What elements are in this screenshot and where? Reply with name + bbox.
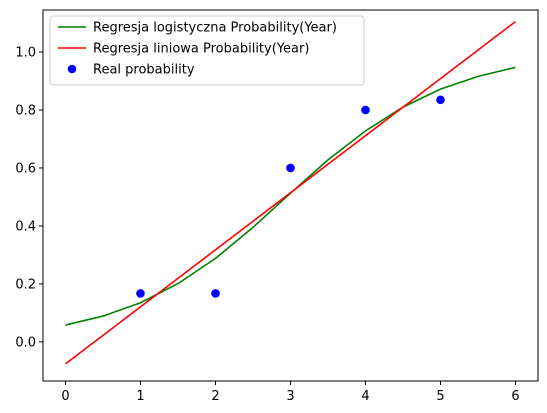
y-axis-ticks: 0.0 0.2 0.4 0.6 0.8 1.0 bbox=[15, 46, 43, 350]
y-tick-label: 1.0 bbox=[15, 46, 36, 61]
scatter-point bbox=[286, 163, 295, 173]
y-tick-label: 0.4 bbox=[15, 219, 36, 234]
x-tick-label: 4 bbox=[361, 389, 369, 404]
y-tick-label: 0.0 bbox=[15, 335, 36, 350]
series-line-0 bbox=[65, 66, 516, 326]
series-line-1 bbox=[65, 20, 516, 365]
x-tick-label: 3 bbox=[286, 389, 294, 404]
x-axis-ticks: 0 1 2 3 4 5 6 bbox=[61, 381, 520, 404]
legend-box bbox=[49, 15, 365, 86]
legend: Regresja logistyczna Probability(Year) Re… bbox=[49, 15, 365, 86]
legend-label: Regresja logistyczna Probability(Year) bbox=[93, 21, 337, 36]
x-tick-label: 0 bbox=[61, 389, 69, 404]
legend-label: Real probability bbox=[93, 63, 195, 78]
y-tick-label: 0.8 bbox=[15, 103, 36, 118]
scatter-point bbox=[436, 95, 445, 105]
scatter-point bbox=[136, 289, 145, 298]
x-tick-label: 2 bbox=[211, 389, 219, 404]
plot-marks bbox=[65, 20, 516, 365]
y-tick-label: 0.6 bbox=[15, 161, 36, 176]
scatter-point bbox=[361, 105, 370, 115]
legend-label: Regresja liniowa Probability(Year) bbox=[93, 42, 309, 57]
x-tick-label: 5 bbox=[436, 389, 444, 404]
y-tick-label: 0.2 bbox=[15, 277, 36, 292]
x-tick-label: 6 bbox=[511, 389, 519, 404]
x-tick-label: 1 bbox=[136, 389, 144, 404]
legend-swatch bbox=[67, 64, 77, 74]
scatter-point bbox=[211, 289, 220, 298]
